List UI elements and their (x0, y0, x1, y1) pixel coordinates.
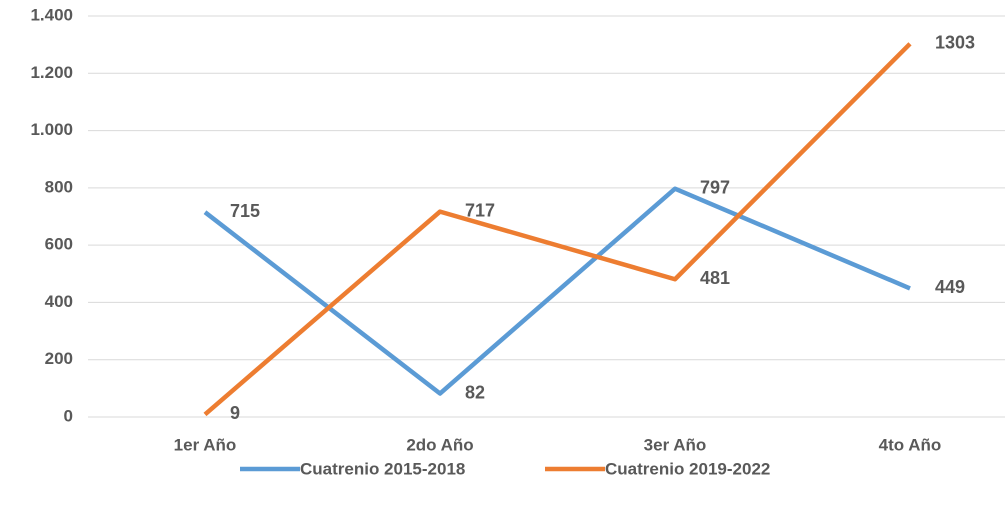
line-series (203, 186, 911, 396)
data-label: 717 (465, 200, 495, 220)
y-tick-label: 800 (45, 177, 73, 196)
x-tick-label: 1er Año (174, 435, 237, 454)
x-tick-label: 4to Año (879, 435, 942, 454)
y-tick-label: 1.000 (30, 120, 73, 139)
x-tick-label: 2do Año (406, 435, 473, 454)
data-label: 82 (465, 382, 485, 402)
x-tick-label: 3er Año (644, 435, 707, 454)
line-series (203, 42, 912, 417)
y-tick-label: 600 (45, 235, 73, 254)
data-label: 797 (700, 177, 730, 197)
data-label: 449 (935, 277, 965, 297)
data-label: 1303 (935, 33, 975, 53)
y-tick-label: 1.200 (30, 63, 73, 82)
y-tick-label: 400 (45, 292, 73, 311)
legend-label: Cuatrenio 2019-2022 (605, 459, 770, 478)
data-label: 9 (230, 403, 240, 423)
y-tick-label: 200 (45, 349, 73, 368)
legend-label: Cuatrenio 2015-2018 (300, 459, 465, 478)
data-label: 481 (700, 268, 730, 288)
y-tick-label: 0 (64, 406, 73, 425)
y-tick-label: 1.400 (30, 5, 73, 24)
data-label: 715 (230, 201, 260, 221)
